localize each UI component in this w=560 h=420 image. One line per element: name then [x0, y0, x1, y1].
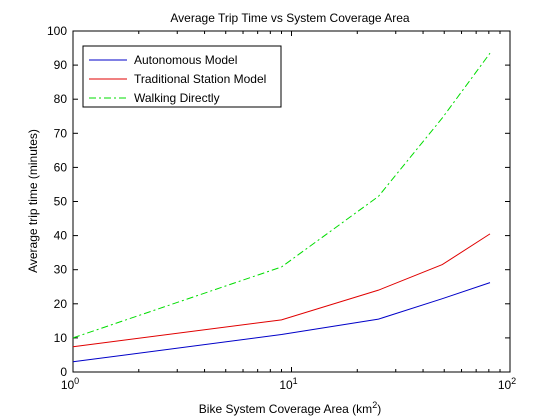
x-tick-label-2: 102	[498, 376, 516, 392]
y-tick-label-5: 50	[54, 195, 68, 209]
y-tick-labels: 0 10 20 30 40 50 60 70 80 90 100	[47, 24, 67, 379]
legend-items: Autonomous Model Traditional Station Mode…	[89, 53, 266, 105]
x-tick-labels: 100 101 102	[61, 376, 516, 392]
x-axis-label-text: Bike System Coverage Area (km	[199, 402, 372, 416]
y-tick-label-0: 0	[60, 365, 67, 379]
x-axis-label-suffix: )	[377, 402, 381, 416]
series-line-0	[72, 282, 491, 363]
x-tick-label-base-2: 10	[498, 378, 512, 392]
y-axis-label: Average trip time (minutes)	[26, 129, 40, 273]
x-tick-label-base-0: 10	[61, 378, 75, 392]
y-tick-label-9: 90	[54, 58, 68, 72]
y-tick-label-7: 70	[54, 126, 68, 140]
legend-label-2: Walking Directly	[134, 91, 220, 105]
series-line-1	[72, 233, 491, 348]
legend-label-1: Traditional Station Model	[134, 72, 266, 86]
x-tick-label-exp-0: 0	[74, 376, 79, 386]
y-tick-label-10: 100	[47, 24, 67, 38]
y-tick-label-1: 10	[54, 331, 68, 345]
x-axis-label-superscript: 2	[372, 400, 377, 410]
y-tick-label-4: 40	[54, 229, 68, 243]
x-tick-label-1: 101	[279, 376, 297, 392]
x-axis-label: Bike System Coverage Area (km2)	[199, 400, 381, 416]
y-tick-label-8: 80	[54, 92, 68, 106]
legend-label-0: Autonomous Model	[134, 53, 237, 67]
x-tick-label-0: 100	[61, 376, 79, 392]
legend: Autonomous Model Traditional Station Mode…	[82, 45, 282, 108]
y-tick-label-2: 20	[54, 297, 68, 311]
x-tick-label-exp-2: 2	[511, 376, 516, 386]
series-line-2	[72, 52, 491, 339]
series-lines	[72, 52, 491, 363]
x-tick-label-exp-1: 1	[293, 376, 298, 386]
x-tick-label-base-1: 10	[279, 378, 293, 392]
chart-title: Average Trip Time vs System Coverage Are…	[170, 11, 410, 25]
y-tick-label-3: 30	[54, 263, 68, 277]
legend-box	[82, 45, 282, 108]
axis-ticks	[72, 30, 511, 373]
y-tick-label-6: 60	[54, 160, 68, 174]
